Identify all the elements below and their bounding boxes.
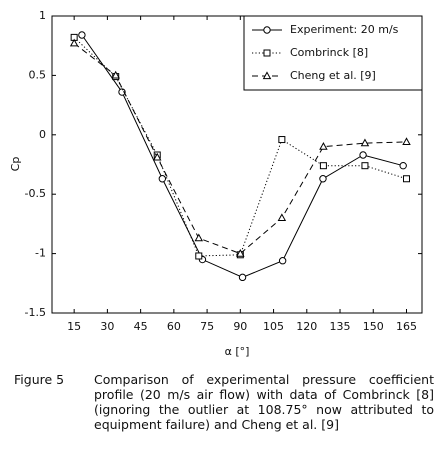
y-tick-label: -1.5	[25, 306, 46, 319]
x-axis-label: α [°]	[225, 345, 250, 358]
caption-label: Figure 5	[14, 372, 65, 387]
legend-label: Cheng et al. [9]	[290, 69, 376, 82]
x-tick-label: 45	[134, 320, 148, 333]
legend-marker	[263, 49, 271, 57]
data-point	[78, 31, 86, 39]
x-tick-label: 15	[67, 320, 81, 333]
data-point	[319, 162, 327, 170]
x-tick-label: 90	[233, 320, 247, 333]
data-point	[152, 152, 162, 161]
data-point	[111, 70, 120, 79]
data-point	[360, 138, 370, 147]
legend-marker	[263, 26, 271, 34]
y-tick-label: 0	[39, 128, 46, 141]
x-tick-label: 60	[167, 320, 181, 333]
chart: α [°] Cp 15 30 45 60 75 90 105 120 135 150 165 1 0.5…	[9, 9, 423, 358]
data-point	[194, 233, 204, 242]
data-point	[158, 175, 167, 183]
data-point	[236, 248, 245, 257]
caption-text: Comparison of experimental pressure coef…	[94, 372, 434, 432]
x-tick-label: 75	[200, 320, 214, 333]
data-point	[238, 273, 247, 282]
data-point	[319, 175, 327, 183]
data-point	[361, 162, 369, 170]
x-tick-label: 135	[330, 320, 351, 333]
data-point	[118, 88, 126, 96]
data-point	[402, 137, 411, 146]
y-tick-label: 1	[39, 9, 46, 22]
legend-box	[243, 15, 423, 91]
data-point	[195, 252, 203, 260]
legend-marker	[262, 71, 272, 80]
legend-label: Combrinck [8]	[290, 46, 368, 59]
y-axis-label: Cp	[9, 157, 22, 172]
data-point	[399, 161, 407, 170]
x-tick-label: 105	[263, 320, 284, 333]
data-point	[278, 136, 286, 144]
x-tick-label: 30	[100, 320, 114, 333]
series-line	[73, 42, 407, 255]
data-point	[402, 175, 410, 183]
plot-frame	[51, 15, 423, 314]
data-point	[359, 151, 367, 159]
y-tick-label: 0.5	[29, 68, 47, 81]
data-point	[278, 257, 287, 265]
data-point	[319, 142, 328, 150]
y-tick-label: -0.5	[25, 187, 46, 200]
caption: Figure 5 Comparison of experimental pres…	[14, 372, 434, 432]
x-tick-label: 150	[363, 320, 384, 333]
data-point	[69, 38, 79, 47]
x-tick-label: 120	[296, 320, 317, 333]
x-tick-label: 165	[396, 320, 417, 333]
data-point	[277, 213, 287, 222]
y-tick-label: -1	[35, 247, 46, 260]
legend-label: Experiment: 20 m/s	[290, 23, 399, 36]
